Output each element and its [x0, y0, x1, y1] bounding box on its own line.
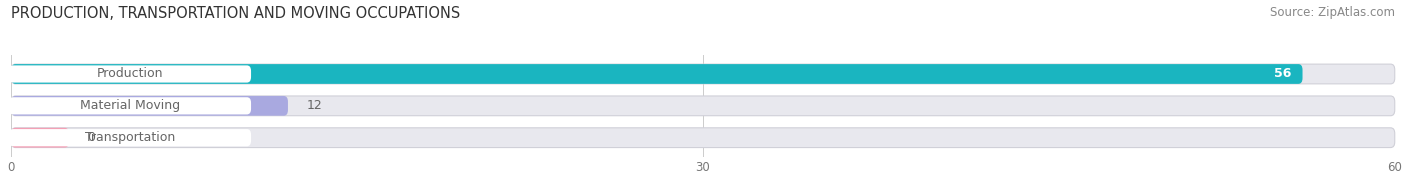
FancyBboxPatch shape [11, 96, 288, 116]
Text: PRODUCTION, TRANSPORTATION AND MOVING OCCUPATIONS: PRODUCTION, TRANSPORTATION AND MOVING OC… [11, 6, 461, 21]
Text: Transportation: Transportation [84, 131, 176, 144]
FancyBboxPatch shape [11, 128, 1395, 148]
FancyBboxPatch shape [11, 96, 1395, 116]
FancyBboxPatch shape [11, 64, 1302, 84]
FancyBboxPatch shape [8, 97, 252, 114]
Text: 56: 56 [1274, 67, 1291, 81]
FancyBboxPatch shape [11, 64, 1395, 84]
Text: Production: Production [97, 67, 163, 81]
FancyBboxPatch shape [11, 128, 69, 148]
Text: 0: 0 [87, 131, 96, 144]
Text: Source: ZipAtlas.com: Source: ZipAtlas.com [1270, 6, 1395, 19]
Text: 12: 12 [307, 99, 322, 112]
Text: Material Moving: Material Moving [80, 99, 180, 112]
FancyBboxPatch shape [8, 65, 252, 83]
FancyBboxPatch shape [8, 129, 252, 146]
